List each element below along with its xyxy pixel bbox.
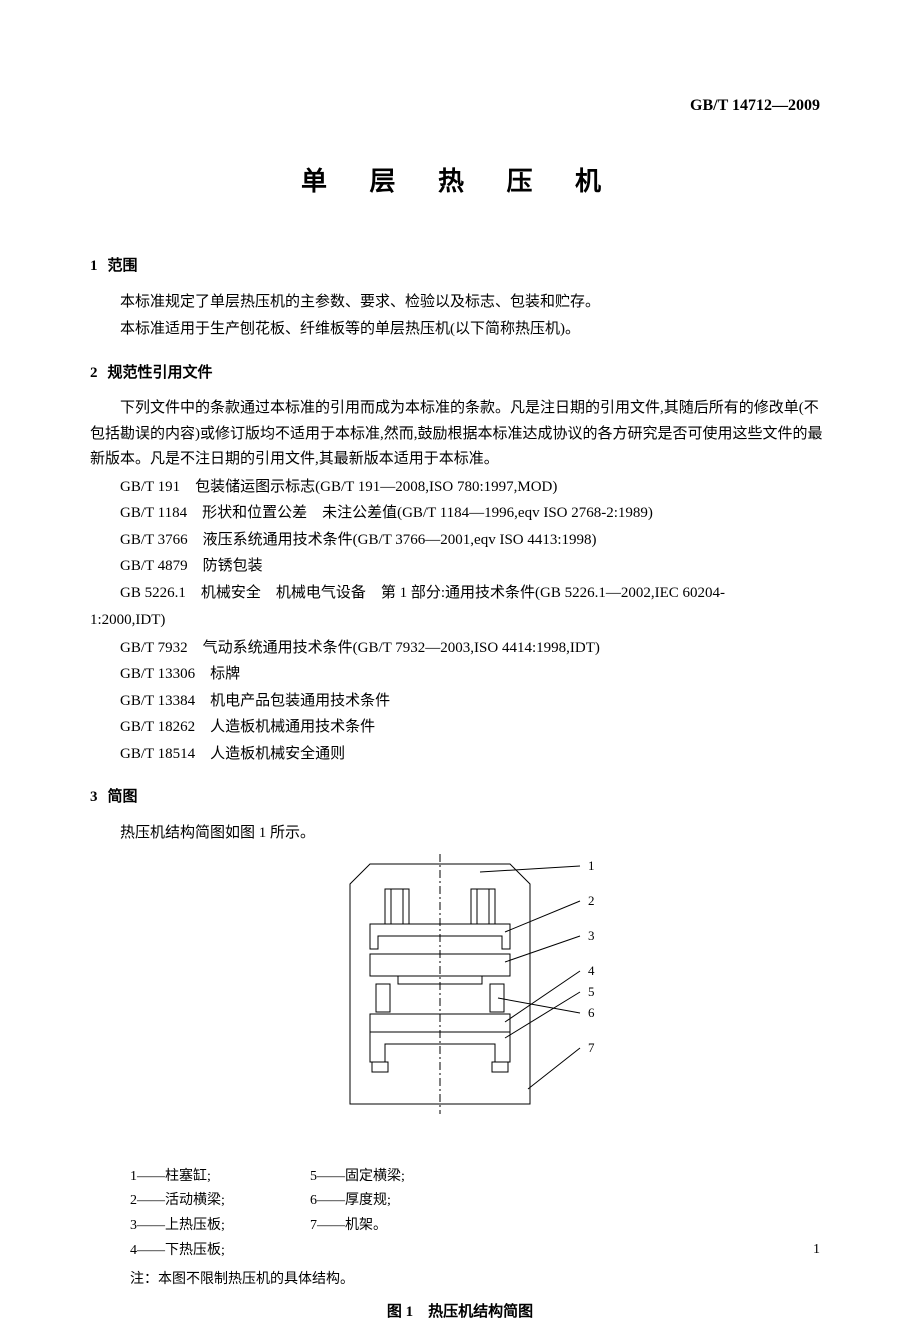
standard-code: GB/T 14712—2009 (690, 92, 820, 119)
legend-7: 7——机架。 (310, 1214, 490, 1238)
section-2-heading: 2 规范性引用文件 (90, 361, 830, 387)
ref-7: GB/T 13306 标牌 (90, 662, 830, 688)
ref-2: GB/T 1184 形状和位置公差 未注公差值(GB/T 1184—1996,e… (90, 501, 830, 527)
figure-1-svg: 1 2 3 4 5 6 7 (280, 854, 640, 1144)
section-1-p2: 本标准适用于生产刨花板、纤维板等的单层热压机(以下简称热压机)。 (90, 317, 830, 343)
legend-5: 5——固定横梁; (310, 1165, 490, 1189)
section-2-num: 2 (90, 361, 98, 387)
ref-5a: GB 5226.1 机械安全 机械电气设备 第 1 部分:通用技术条件(GB 5… (90, 581, 830, 607)
figure-legend: 1——柱塞缸; 2——活动横梁; 3——上热压板; 4——下热压板; 5——固定… (130, 1164, 830, 1292)
document-title: 单 层 热 压 机 (90, 160, 830, 204)
page-number: 1 (813, 1238, 820, 1262)
section-2-title: 规范性引用文件 (108, 365, 213, 381)
section-1-title: 范围 (108, 258, 138, 274)
section-3-num: 3 (90, 785, 98, 811)
legend-6: 6——厚度规; (310, 1189, 490, 1213)
ref-8: GB/T 13384 机电产品包装通用技术条件 (90, 689, 830, 715)
ref-3: GB/T 3766 液压系统通用技术条件(GB/T 3766—2001,eqv … (90, 528, 830, 554)
callout-3: 3 (588, 928, 595, 943)
ref-9: GB/T 18262 人造板机械通用技术条件 (90, 715, 830, 741)
figure-note: 注：本图不限制热压机的具体结构。 (130, 1268, 830, 1292)
section-3-heading: 3 简图 (90, 785, 830, 811)
ref-6: GB/T 7932 气动系统通用技术条件(GB/T 7932—2003,ISO … (90, 636, 830, 662)
section-3-title: 简图 (108, 789, 138, 805)
figure-caption: 图 1 热压机结构简图 (90, 1300, 830, 1325)
callout-2: 2 (588, 893, 595, 908)
callout-7: 7 (588, 1040, 595, 1055)
callout-6: 6 (588, 1005, 595, 1020)
section-2-intro: 下列文件中的条款通过本标准的引用而成为本标准的条款。凡是注日期的引用文件,其随后… (90, 396, 830, 473)
section-1-heading: 1 范围 (90, 254, 830, 280)
legend-1: 1——柱塞缸; (130, 1165, 310, 1189)
legend-2: 2——活动横梁; (130, 1189, 310, 1213)
ref-4: GB/T 4879 防锈包装 (90, 554, 830, 580)
figure-1: 1 2 3 4 5 6 7 (90, 854, 830, 1154)
callout-1: 1 (588, 858, 595, 873)
section-3-p1: 热压机结构简图如图 1 所示。 (90, 821, 830, 847)
page: GB/T 14712—2009 单 层 热 压 机 1 范围 本标准规定了单层热压… (0, 0, 920, 1302)
callout-4: 4 (588, 963, 595, 978)
legend-3: 3——上热压板; (130, 1214, 310, 1238)
section-1-num: 1 (90, 254, 98, 280)
callout-5: 5 (588, 984, 595, 999)
legend-4: 4——下热压板; (130, 1239, 310, 1263)
ref-10: GB/T 18514 人造板机械安全通则 (90, 742, 830, 768)
section-1-p1: 本标准规定了单层热压机的主参数、要求、检验以及标志、包装和贮存。 (90, 290, 830, 316)
ref-1: GB/T 191 包装储运图示标志(GB/T 191—2008,ISO 780:… (90, 475, 830, 501)
ref-5b: 1:2000,IDT) (90, 608, 830, 634)
